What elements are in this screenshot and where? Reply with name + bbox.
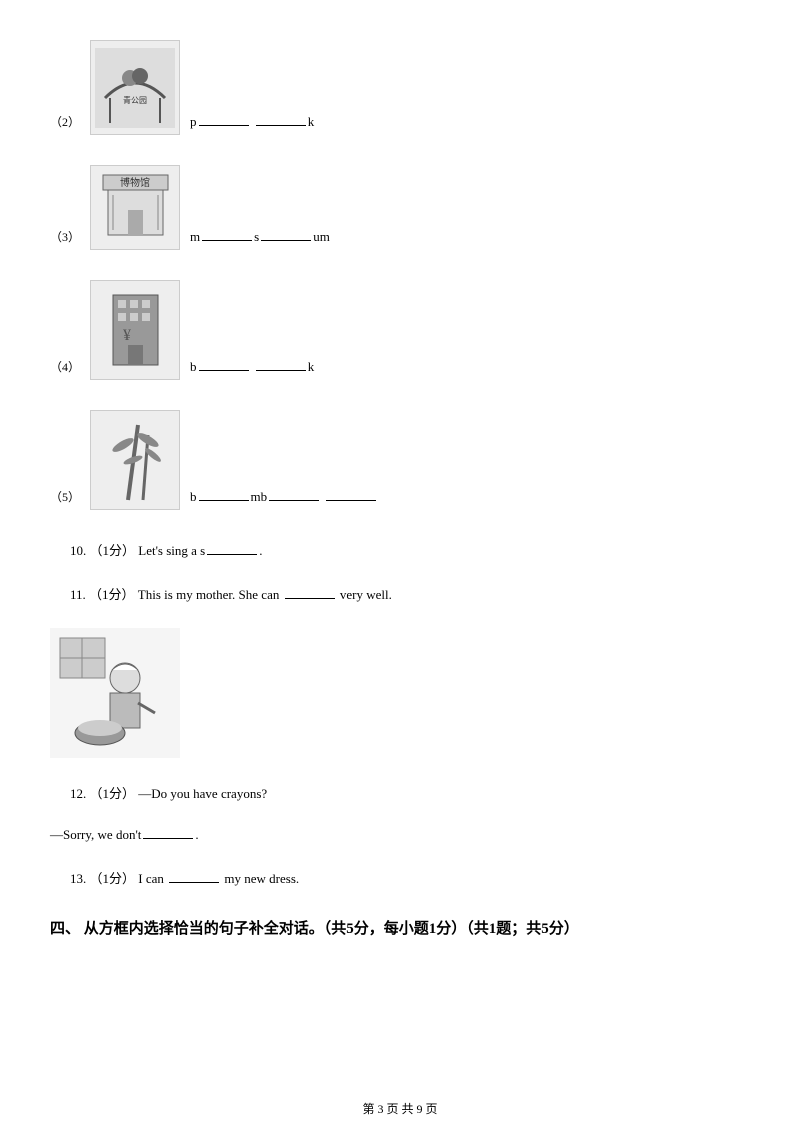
fill-text: p k — [190, 114, 314, 130]
prefix: m — [190, 229, 200, 244]
suffix: k — [308, 359, 315, 374]
blank-input[interactable] — [256, 114, 306, 126]
blank-input[interactable] — [199, 489, 249, 501]
prefix: p — [190, 114, 197, 129]
item-label: （5） — [50, 488, 80, 505]
blank-input[interactable] — [207, 543, 257, 555]
blank-input[interactable] — [256, 359, 306, 371]
svg-text:青公园: 青公园 — [123, 95, 147, 105]
q-text: This is my mother. She can — [138, 587, 283, 602]
mid: mb — [251, 489, 268, 504]
q-num: 10. — [70, 543, 86, 558]
museum-image: 博物馆 — [90, 165, 180, 250]
question-11: 11. （1分） This is my mother. She can very… — [70, 584, 750, 603]
q-text: —Sorry, we don't — [50, 827, 141, 842]
item-label: （4） — [50, 358, 80, 375]
q-after: . — [195, 827, 198, 842]
suffix: k — [308, 114, 315, 129]
q-points: （1分） — [90, 543, 136, 558]
blank-input[interactable] — [199, 359, 249, 371]
q-text: —Do you have crayons? — [138, 786, 267, 801]
question-12b: —Sorry, we don't. — [50, 827, 750, 843]
prefix: b — [190, 489, 197, 504]
question-13: 13. （1分） I can my new dress. — [70, 868, 750, 887]
cook-icon — [50, 628, 180, 758]
q-points: （1分） — [89, 587, 135, 602]
fill-item-3: （3） 博物馆 m s um — [50, 165, 750, 250]
blank-input[interactable] — [169, 871, 219, 883]
q-after: . — [259, 543, 262, 558]
fill-item-5: （5） b mb — [50, 410, 750, 510]
q-text: I can — [138, 871, 167, 886]
blank-input[interactable] — [261, 229, 311, 241]
blank-input[interactable] — [202, 229, 252, 241]
q-after: very well. — [337, 587, 392, 602]
fill-text: b mb — [190, 489, 378, 505]
q-after: my new dress. — [221, 871, 299, 886]
fill-text: b k — [190, 359, 314, 375]
q-num: 13. — [70, 871, 86, 886]
prefix: b — [190, 359, 197, 374]
mother-cook-image — [50, 628, 180, 758]
blank-input[interactable] — [143, 827, 193, 839]
park-image: 青公园 — [90, 40, 180, 135]
bank-icon: ¥ — [98, 285, 173, 375]
svg-text:博物馆: 博物馆 — [120, 176, 150, 189]
mid: s — [254, 229, 259, 244]
q-text: Let's sing a s — [138, 543, 205, 558]
blank-input[interactable] — [326, 489, 376, 501]
question-12: 12. （1分） —Do you have crayons? — [70, 783, 750, 802]
blank-input[interactable] — [285, 587, 335, 599]
q-num: 12. — [70, 786, 86, 801]
section-4-title: 四、 从方框内选择恰当的句子补全对话。（共5分，每小题1分）（共1题；共5分） — [50, 917, 750, 938]
item-label: （3） — [50, 228, 80, 245]
park-icon: 青公园 — [95, 48, 175, 128]
q-num: 11. — [70, 587, 86, 602]
page-footer: 第 3 页 共 9 页 — [0, 1100, 800, 1117]
fill-item-4: （4） ¥ b k — [50, 280, 750, 380]
bank-image: ¥ — [90, 280, 180, 380]
fill-item-2: （2） 青公园 p k — [50, 40, 750, 135]
museum-icon: 博物馆 — [93, 170, 178, 245]
fill-text: m s um — [190, 229, 330, 245]
suffix: um — [313, 229, 330, 244]
q-points: （1分） — [90, 786, 136, 801]
q-points: （1分） — [90, 871, 136, 886]
item-label: （2） — [50, 113, 80, 130]
bamboo-icon — [98, 415, 173, 505]
blank-input[interactable] — [199, 114, 249, 126]
blank-input[interactable] — [269, 489, 319, 501]
question-10: 10. （1分） Let's sing a s. — [70, 540, 750, 559]
svg-text:¥: ¥ — [123, 327, 131, 344]
bamboo-image — [90, 410, 180, 510]
